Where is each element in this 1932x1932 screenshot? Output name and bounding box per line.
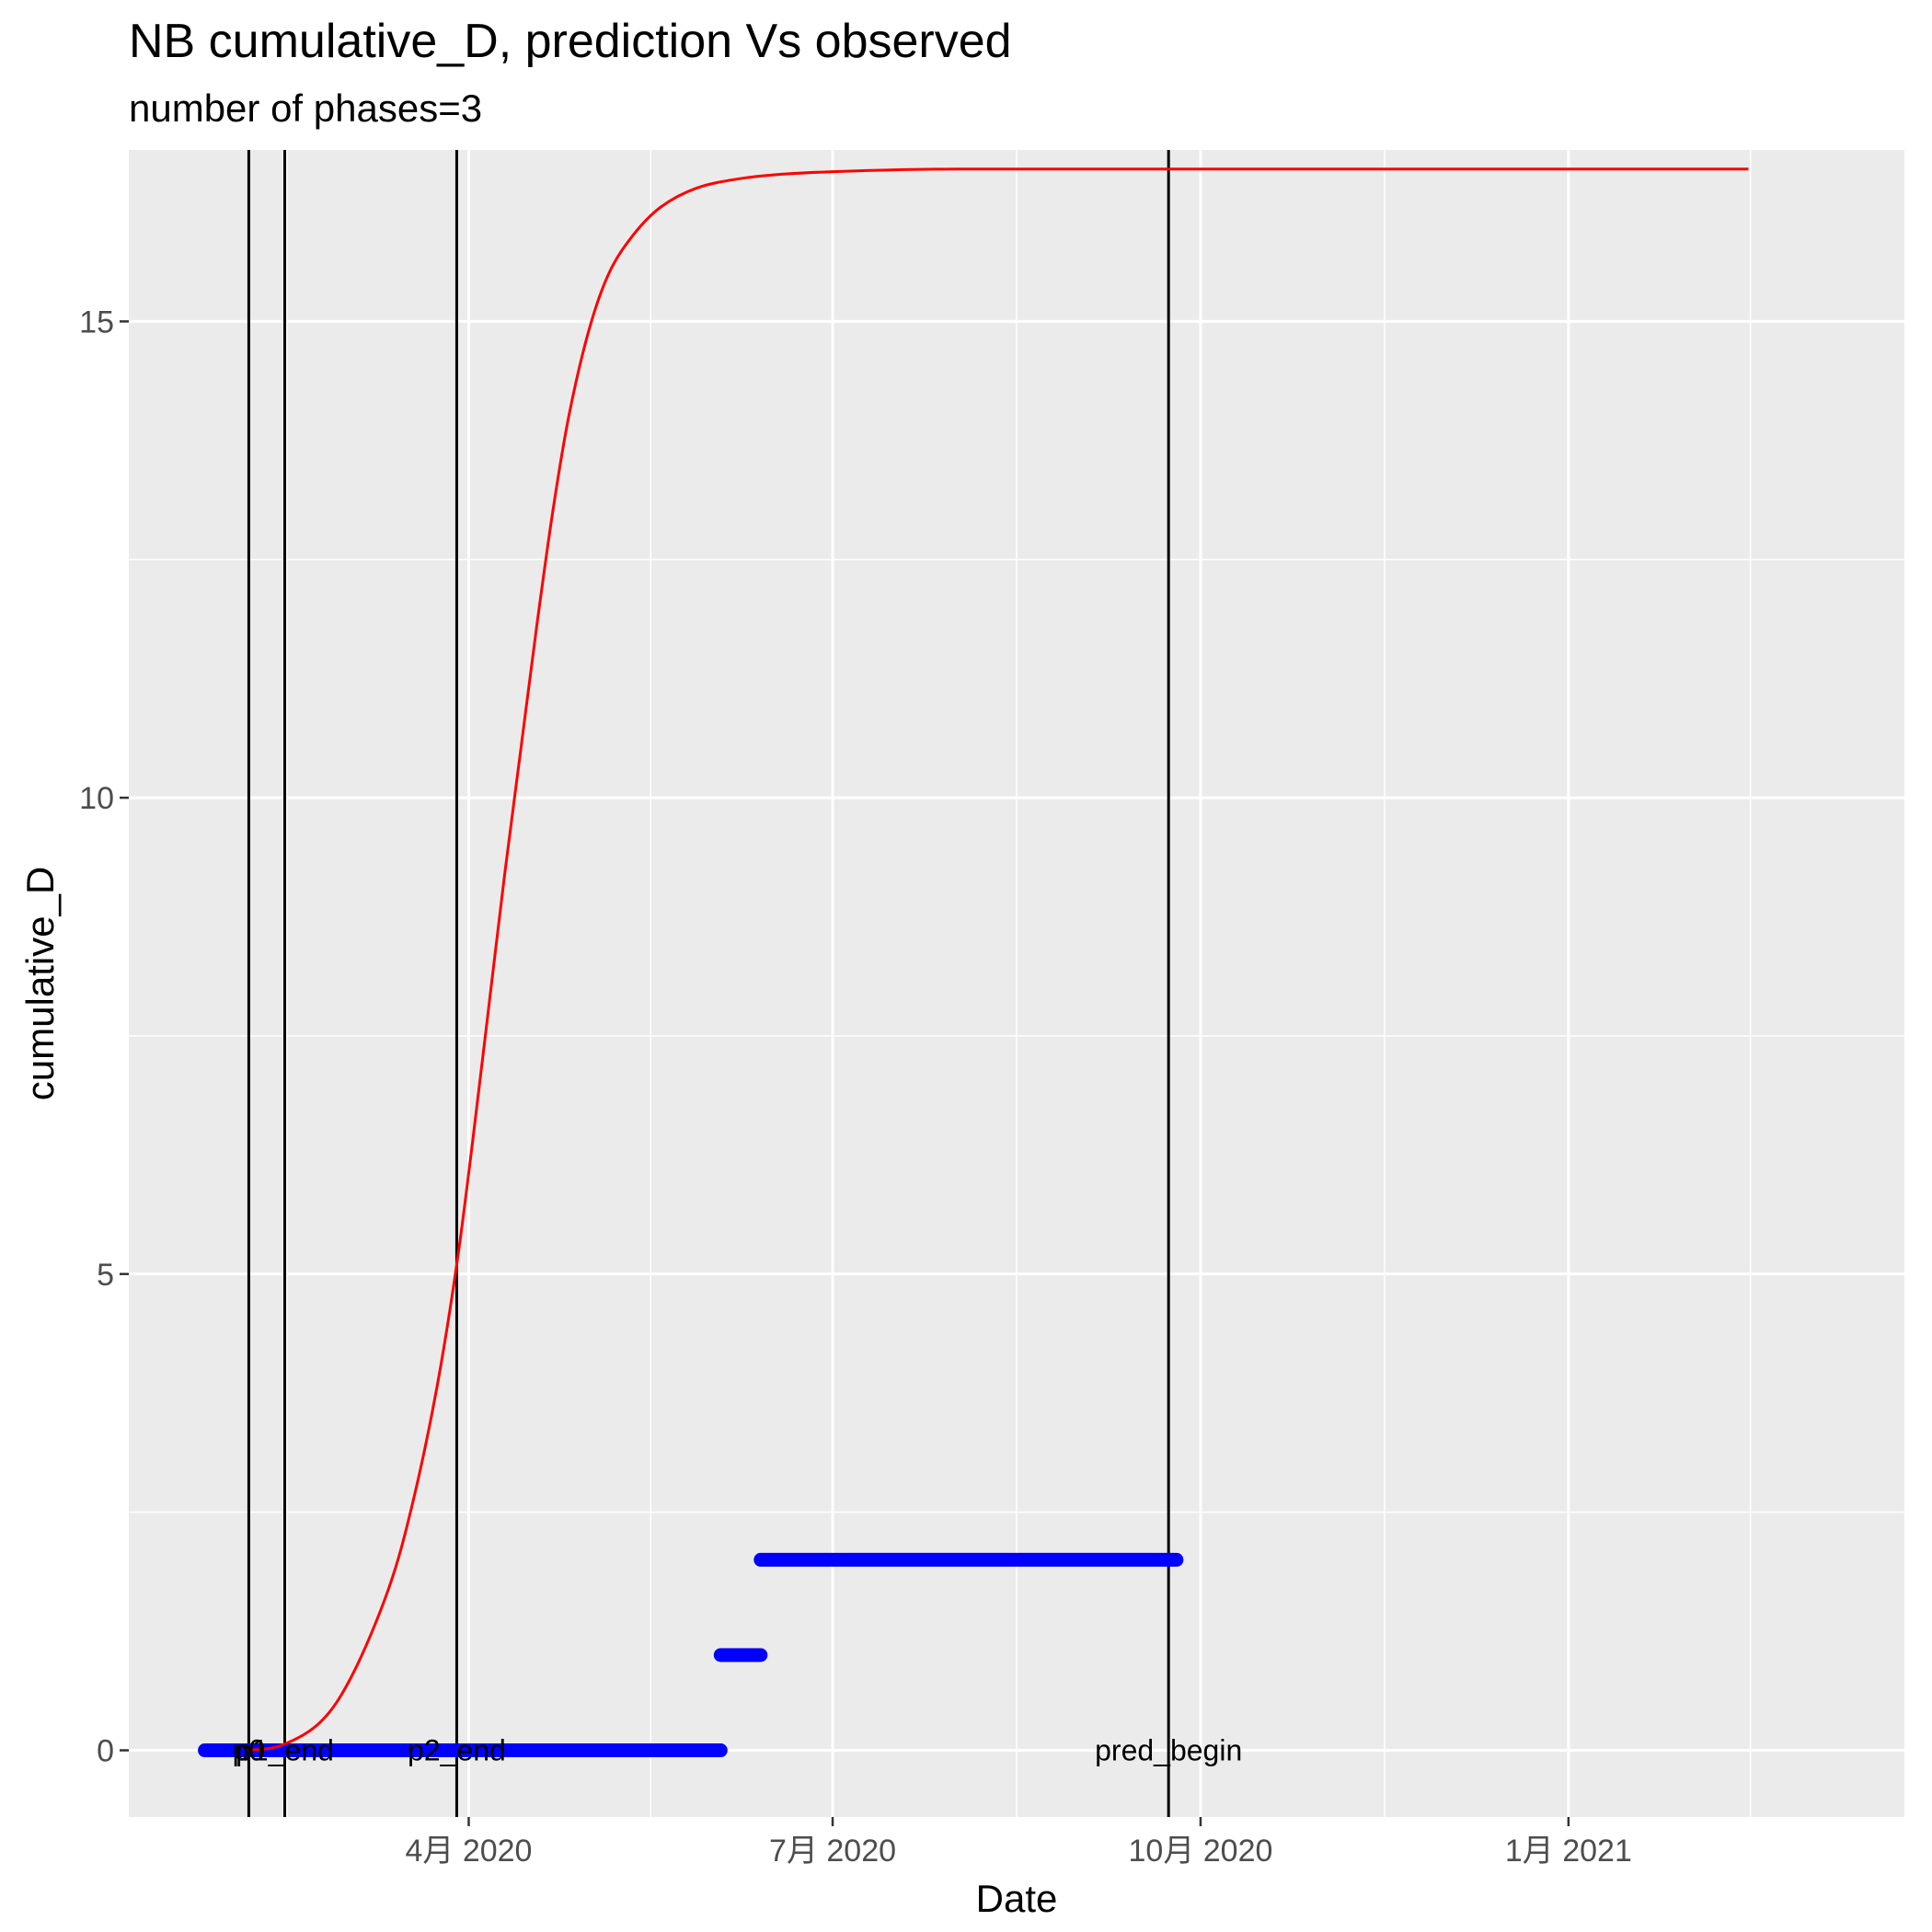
- chart-subtitle: number of phases=3: [129, 86, 482, 130]
- vertical-marker-label-p1_end: p1_end: [236, 1734, 334, 1767]
- vertical-marker-label-p2_end: p2_end: [408, 1734, 506, 1767]
- x-tick-label: 10月 2020: [1129, 1834, 1273, 1869]
- x-tick-label: 1月 2021: [1505, 1834, 1632, 1869]
- prediction-line: [244, 167, 1749, 1753]
- y-tick-label: 5: [97, 1258, 114, 1293]
- vertical-marker-label-p0: p0: [233, 1734, 266, 1767]
- prediction-series: [244, 167, 1749, 1753]
- x-tick-label: 4月 2020: [405, 1834, 532, 1869]
- x-tick-label: 7月 2020: [769, 1834, 896, 1869]
- grid-minor: [129, 150, 1904, 1817]
- chart-title: NB cumulative_D, prediction Vs observed: [129, 15, 1012, 68]
- y-tick-label: 10: [79, 781, 114, 816]
- x-axis: 4月 2020 7月 2020 10月 2020 1月 2021: [405, 1817, 1632, 1869]
- vertical-markers: [247, 150, 1170, 1817]
- y-axis-title: cumulative_D: [18, 867, 62, 1100]
- observed-series: [198, 1552, 1184, 1758]
- y-tick-label: 15: [79, 305, 114, 339]
- x-axis-title: Date: [976, 1877, 1058, 1920]
- vertical-marker-label-pred_begin: pred_begin: [1095, 1734, 1242, 1767]
- y-tick-label: 0: [97, 1734, 114, 1769]
- y-axis: 0 5 10 15: [79, 305, 129, 1769]
